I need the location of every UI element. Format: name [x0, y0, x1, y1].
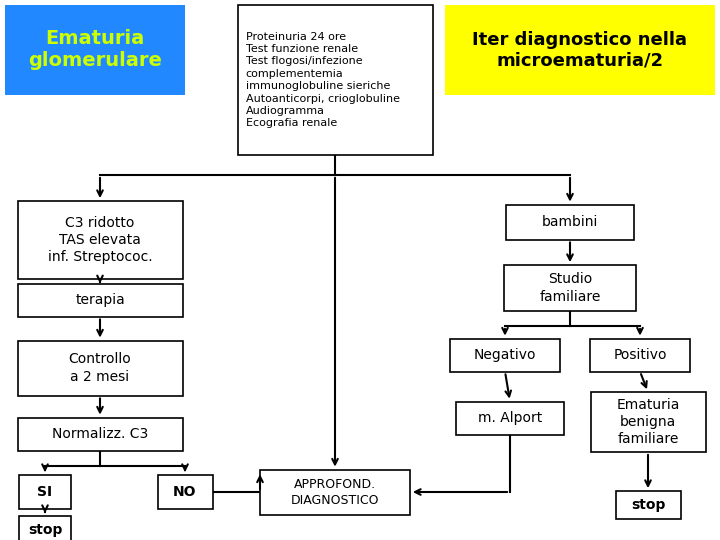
Bar [17, 417, 182, 450]
Text: Ematuria
benigna
familiare: Ematuria benigna familiare [616, 397, 680, 446]
Bar [445, 5, 715, 95]
Text: Studio
familiare: Studio familiare [539, 272, 600, 303]
Text: NO: NO [174, 485, 197, 499]
Bar [17, 341, 182, 395]
Text: bambini: bambini [542, 215, 598, 229]
Bar [260, 469, 410, 515]
Bar [616, 491, 680, 519]
Bar [17, 284, 182, 316]
Text: Iter diagnostico nella
microematuria/2: Iter diagnostico nella microematuria/2 [472, 31, 688, 70]
Bar [238, 5, 433, 155]
Text: Ematuria
glomerulare: Ematuria glomerulare [28, 30, 162, 71]
Text: Controllo
a 2 mesi: Controllo a 2 mesi [68, 352, 131, 383]
Bar [590, 339, 690, 372]
Bar [19, 516, 71, 540]
Text: APPROFOND.
DIAGNOSTICO: APPROFOND. DIAGNOSTICO [291, 477, 379, 507]
Text: Positivo: Positivo [613, 348, 667, 362]
Bar [450, 339, 560, 372]
Bar [158, 475, 212, 509]
Text: stop: stop [28, 523, 62, 537]
Bar [504, 265, 636, 311]
Bar [19, 475, 71, 509]
Text: SI: SI [37, 485, 53, 499]
Text: Proteinuria 24 ore
Test funzione renale
Test flogosi/infezione
complementemia
im: Proteinuria 24 ore Test funzione renale … [246, 32, 400, 129]
Text: Negativo: Negativo [474, 348, 536, 362]
Text: m. Alport: m. Alport [478, 411, 542, 425]
Text: Normalizz. C3: Normalizz. C3 [52, 427, 148, 441]
Bar [506, 205, 634, 240]
Bar [590, 392, 706, 452]
Bar [5, 5, 185, 95]
Bar [17, 201, 182, 279]
Text: terapia: terapia [75, 293, 125, 307]
Text: C3 ridotto
TAS elevata
inf. Streptococ.: C3 ridotto TAS elevata inf. Streptococ. [48, 215, 153, 264]
Bar [456, 402, 564, 435]
Text: stop: stop [631, 498, 665, 512]
